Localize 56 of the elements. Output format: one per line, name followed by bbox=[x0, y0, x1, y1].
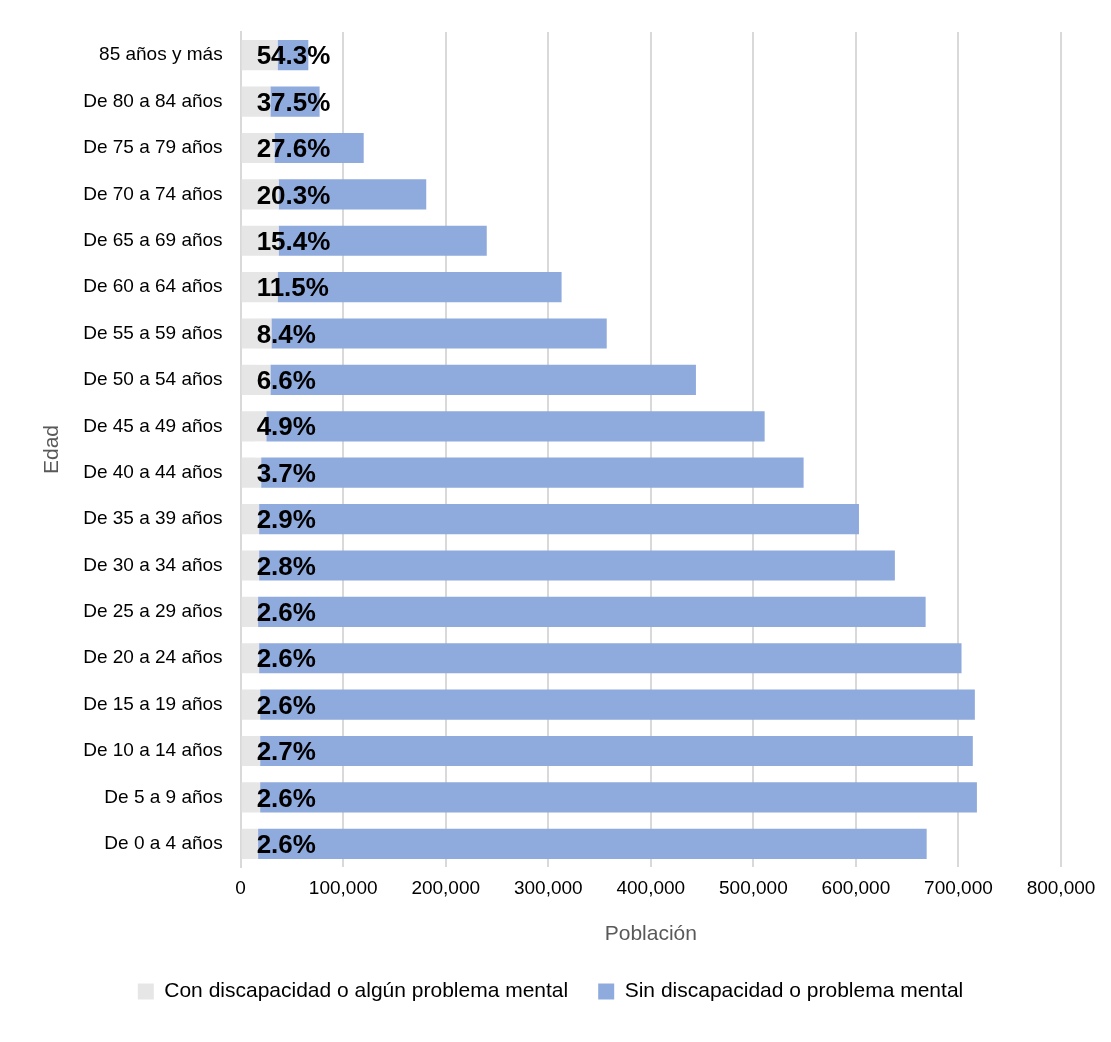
x-tick-label: 400,000 bbox=[616, 876, 686, 898]
y-tick-label: De 55 a 59 años bbox=[83, 321, 223, 343]
y-axis-title: Edad bbox=[39, 424, 63, 475]
y-tick-label: De 35 a 39 años bbox=[83, 507, 223, 529]
bar bbox=[259, 504, 859, 535]
annotation: 2.6% bbox=[256, 782, 316, 813]
y-tick-label: De 15 a 19 años bbox=[83, 692, 223, 714]
y-tick-label: De 70 a 74 años bbox=[83, 182, 223, 204]
annotation: 2.6% bbox=[256, 689, 316, 720]
annotation: 2.6% bbox=[256, 597, 316, 628]
annotation: 27.6% bbox=[256, 133, 331, 164]
x-tick-label: 300,000 bbox=[513, 876, 583, 898]
y-tick-label: De 40 a 44 años bbox=[83, 460, 223, 482]
annotation: 11.5% bbox=[256, 272, 329, 303]
y-tick-label: De 0 a 4 años bbox=[104, 832, 223, 854]
y-tick-label: De 30 a 34 años bbox=[83, 553, 223, 575]
x-tick-label: 500,000 bbox=[719, 876, 788, 898]
bar bbox=[259, 643, 962, 674]
annotation: 15.4% bbox=[256, 225, 331, 256]
x-tick-label: 800,000 bbox=[1026, 876, 1096, 898]
annotation: 3.7% bbox=[256, 457, 316, 488]
y-tick-label: De 20 a 24 años bbox=[83, 646, 223, 668]
legend-label: Sin discapacidad o problema mental bbox=[624, 978, 964, 1002]
bar bbox=[258, 596, 926, 627]
annotation: 8.4% bbox=[256, 318, 316, 349]
x-tick-label: 200,000 bbox=[411, 876, 481, 898]
bar bbox=[258, 828, 927, 859]
x-tick-label: 600,000 bbox=[821, 876, 891, 898]
y-tick-label: De 50 a 54 años bbox=[83, 368, 223, 390]
annotation: 2.7% bbox=[256, 736, 316, 767]
y-tick-label: De 75 a 79 años bbox=[83, 136, 223, 158]
bar bbox=[241, 596, 259, 627]
y-tick-label: De 80 a 84 años bbox=[83, 89, 223, 111]
annotation: 4.9% bbox=[256, 411, 316, 442]
bar bbox=[259, 550, 895, 581]
annotation: 20.3% bbox=[256, 179, 331, 210]
y-tick-label: De 25 a 29 años bbox=[83, 600, 223, 622]
annotation: 2.6% bbox=[256, 643, 316, 674]
y-tick-label: 85 años y más bbox=[99, 43, 223, 65]
annotation: 54.3% bbox=[256, 40, 331, 71]
y-tick-label: De 65 a 69 años bbox=[83, 228, 223, 250]
x-tick-label: 700,000 bbox=[924, 876, 993, 898]
annotation: 6.6% bbox=[256, 365, 316, 396]
annotation: 37.5% bbox=[256, 86, 331, 117]
annotation: 2.6% bbox=[256, 828, 316, 859]
x-tick-label: 0 bbox=[235, 876, 246, 898]
annotation: 2.8% bbox=[256, 550, 316, 581]
y-tick-label: De 5 a 9 años bbox=[104, 785, 223, 807]
y-tick-label: De 10 a 14 años bbox=[83, 739, 223, 761]
x-tick-label: 100,000 bbox=[308, 876, 378, 898]
y-tick-label: De 60 a 64 años bbox=[83, 275, 223, 297]
annotation: 2.9% bbox=[256, 504, 316, 535]
x-axis-title: Población bbox=[604, 921, 697, 945]
bar bbox=[241, 828, 259, 859]
legend-label: Con discapacidad o algún problema mental bbox=[164, 978, 569, 1002]
y-tick-label: De 45 a 49 años bbox=[83, 414, 223, 436]
